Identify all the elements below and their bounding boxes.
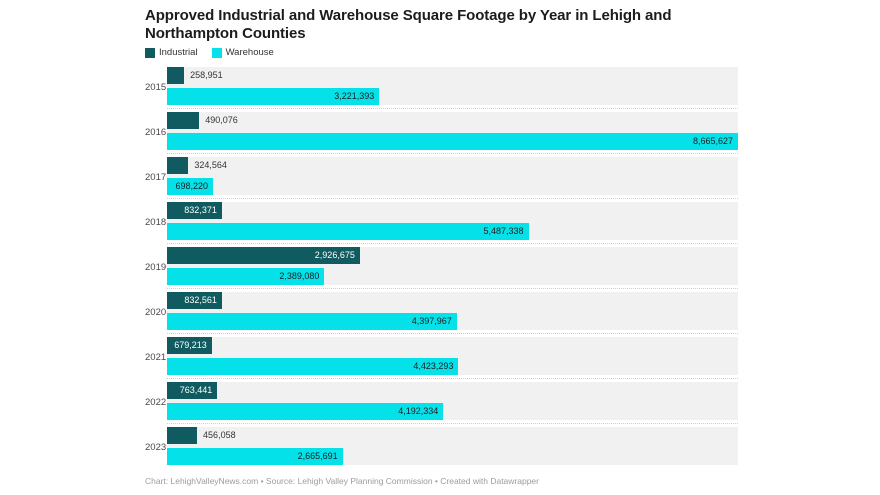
chart-row-2022: 2022 763,441 4,192,334 xyxy=(145,378,738,420)
warehouse-bar: 698,220 xyxy=(167,178,213,195)
row-band: 679,213 4,423,293 xyxy=(167,333,738,375)
warehouse-bar: 2,665,691 xyxy=(167,448,343,465)
warehouse-bar: 8,665,627 xyxy=(167,133,738,150)
warehouse-value-label: 8,665,627 xyxy=(692,136,733,146)
industrial-value-label: 832,371 xyxy=(184,205,217,215)
industrial-bar: 2,926,675 xyxy=(167,247,360,264)
industrial-value-label: 490,076 xyxy=(205,115,238,125)
warehouse-value-label: 4,192,334 xyxy=(398,406,439,416)
industrial-bar: 832,371 xyxy=(167,202,222,219)
industrial-bar: 679,213 xyxy=(167,337,212,354)
industrial-bar: 832,561 xyxy=(167,292,222,309)
industrial-value-label: 832,561 xyxy=(184,295,217,305)
legend-label: Warehouse xyxy=(225,47,274,58)
industrial-bar: 490,076 xyxy=(167,112,238,129)
legend-item-warehouse: Warehouse xyxy=(211,47,274,58)
year-label: 2018 xyxy=(145,217,167,228)
chart-rows: 2015 258,951 3,221,393 2016 490,076 8,665,627… xyxy=(145,67,738,472)
chart-row-2015: 2015 258,951 3,221,393 xyxy=(145,67,738,105)
year-label: 2023 xyxy=(145,442,167,453)
chart-row-2017: 2017 324,564 698,220 xyxy=(145,153,738,195)
legend-swatch-warehouse xyxy=(211,47,222,58)
row-band: 456,058 2,665,691 xyxy=(167,423,738,465)
row-band: 763,441 4,192,334 xyxy=(167,378,738,420)
industrial-bar: 258,951 xyxy=(167,67,223,84)
year-label: 2019 xyxy=(145,262,167,273)
row-band: 258,951 3,221,393 xyxy=(167,67,738,105)
year-label: 2017 xyxy=(145,172,167,183)
chart-title: Approved Industrial and Warehouse Square… xyxy=(145,7,720,42)
warehouse-bar: 3,221,393 xyxy=(167,88,380,105)
warehouse-bar: 4,397,967 xyxy=(167,313,457,330)
warehouse-bar: 5,487,338 xyxy=(167,223,529,240)
legend-swatch-industrial xyxy=(145,47,155,58)
warehouse-value-label: 4,423,293 xyxy=(413,361,454,371)
industrial-bar: 324,564 xyxy=(167,157,227,174)
legend-label: Industrial xyxy=(159,47,198,58)
industrial-bar: 456,058 xyxy=(167,427,236,444)
chart-title-line1: Approved Industrial and Warehouse Square… xyxy=(145,7,672,24)
legend: Industrial Warehouse xyxy=(145,47,274,58)
chart-container: Approved Industrial and Warehouse Square… xyxy=(145,0,738,495)
chart-title-line2: Northampton Counties xyxy=(145,24,306,42)
warehouse-value-label: 4,397,967 xyxy=(411,316,452,326)
year-label: 2022 xyxy=(145,397,167,408)
row-band: 490,076 8,665,627 xyxy=(167,108,738,150)
row-band: 324,564 698,220 xyxy=(167,153,738,195)
industrial-value-label: 456,058 xyxy=(203,430,236,440)
chart-row-2020: 2020 832,561 4,397,967 xyxy=(145,288,738,330)
year-label: 2016 xyxy=(145,127,167,138)
warehouse-value-label: 2,389,080 xyxy=(279,271,320,281)
warehouse-bar: 4,423,293 xyxy=(167,358,459,375)
industrial-value-label: 324,564 xyxy=(194,160,227,170)
warehouse-value-label: 3,221,393 xyxy=(334,91,375,101)
warehouse-bar: 4,192,334 xyxy=(167,403,444,420)
warehouse-value-label: 5,487,338 xyxy=(483,226,524,236)
warehouse-bar: 2,389,080 xyxy=(167,268,325,285)
row-band: 832,561 4,397,967 xyxy=(167,288,738,330)
year-label: 2020 xyxy=(145,307,167,318)
chart-row-2023: 2023 456,058 2,665,691 xyxy=(145,423,738,465)
chart-footer: Chart: LehighValleyNews.com • Source: Le… xyxy=(145,476,539,486)
industrial-value-label: 679,213 xyxy=(174,340,207,350)
industrial-bar: 763,441 xyxy=(167,382,218,399)
industrial-value-label: 2,926,675 xyxy=(314,250,355,260)
chart-row-2016: 2016 490,076 8,665,627 xyxy=(145,108,738,150)
legend-item-industrial: Industrial xyxy=(145,47,198,58)
chart-row-2018: 2018 832,371 5,487,338 xyxy=(145,198,738,240)
warehouse-value-label: 2,665,691 xyxy=(297,451,338,461)
industrial-value-label: 763,441 xyxy=(179,385,213,395)
chart-row-2021: 2021 679,213 4,423,293 xyxy=(145,333,738,375)
year-label: 2015 xyxy=(145,82,167,93)
chart-row-2019: 2019 2,926,675 2,389,080 xyxy=(145,243,738,285)
row-band: 832,371 5,487,338 xyxy=(167,198,738,240)
industrial-value-label: 258,951 xyxy=(190,70,223,80)
year-label: 2021 xyxy=(145,352,167,363)
row-band: 2,926,675 2,389,080 xyxy=(167,243,738,285)
warehouse-value-label: 698,220 xyxy=(175,181,208,191)
